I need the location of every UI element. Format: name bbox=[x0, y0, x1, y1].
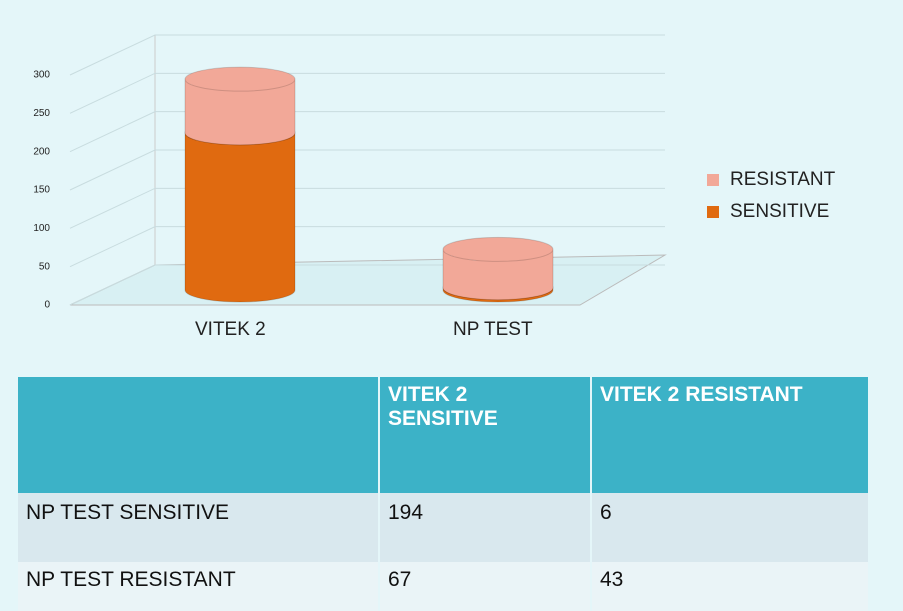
y-tick-label: 300 bbox=[33, 70, 50, 81]
cell: 67 bbox=[379, 562, 592, 611]
header-cell bbox=[18, 377, 380, 493]
grid-line bbox=[69, 111, 665, 153]
grid-line bbox=[69, 72, 665, 114]
cell: NP TEST RESISTANT bbox=[18, 562, 380, 611]
table-row: NP TEST RESISTANT 67 43 bbox=[18, 562, 870, 611]
bar bbox=[184, 120, 296, 303]
cell: NP TEST SENSITIVE bbox=[18, 493, 380, 562]
y-tick-label: 200 bbox=[33, 146, 50, 157]
table-row: NP TEST SENSITIVE 194 6 bbox=[18, 493, 870, 562]
cell: 194 bbox=[379, 493, 592, 562]
y-tick-label: 250 bbox=[33, 108, 50, 119]
y-tick-label: 150 bbox=[33, 185, 50, 196]
legend-label: RESISTANT bbox=[730, 169, 836, 190]
floor bbox=[69, 254, 667, 306]
bar bbox=[442, 236, 554, 301]
data-table: VITEK 2 SENSITIVE VITEK 2 RESISTANT NP T… bbox=[18, 377, 870, 611]
grid-line bbox=[69, 149, 665, 191]
legend-label: SENSITIVE bbox=[730, 201, 829, 222]
grid-line bbox=[69, 187, 665, 229]
cell: 43 bbox=[591, 562, 870, 611]
y-tick-label: 50 bbox=[39, 261, 51, 272]
grid-line bbox=[69, 226, 665, 268]
table-header: VITEK 2 SENSITIVE VITEK 2 RESISTANT bbox=[18, 377, 870, 493]
x-tick-label: VITEK 2 bbox=[195, 319, 266, 340]
header-cell: VITEK 2 RESISTANT bbox=[591, 377, 870, 493]
header-cell: VITEK 2 SENSITIVE bbox=[379, 377, 592, 493]
y-tick-label: 100 bbox=[33, 223, 50, 234]
cell: 6 bbox=[591, 493, 870, 562]
y-tick-label: 0 bbox=[44, 300, 50, 311]
bar bbox=[184, 66, 296, 146]
legend-swatch bbox=[707, 174, 719, 186]
chart: 0 50 100 150 200 250 300 VITEK 2 NP TEST RESISTAN… bbox=[33, 34, 836, 340]
legend-swatch bbox=[707, 206, 719, 218]
grid-line bbox=[69, 34, 665, 76]
x-tick-label: NP TEST bbox=[453, 319, 533, 340]
